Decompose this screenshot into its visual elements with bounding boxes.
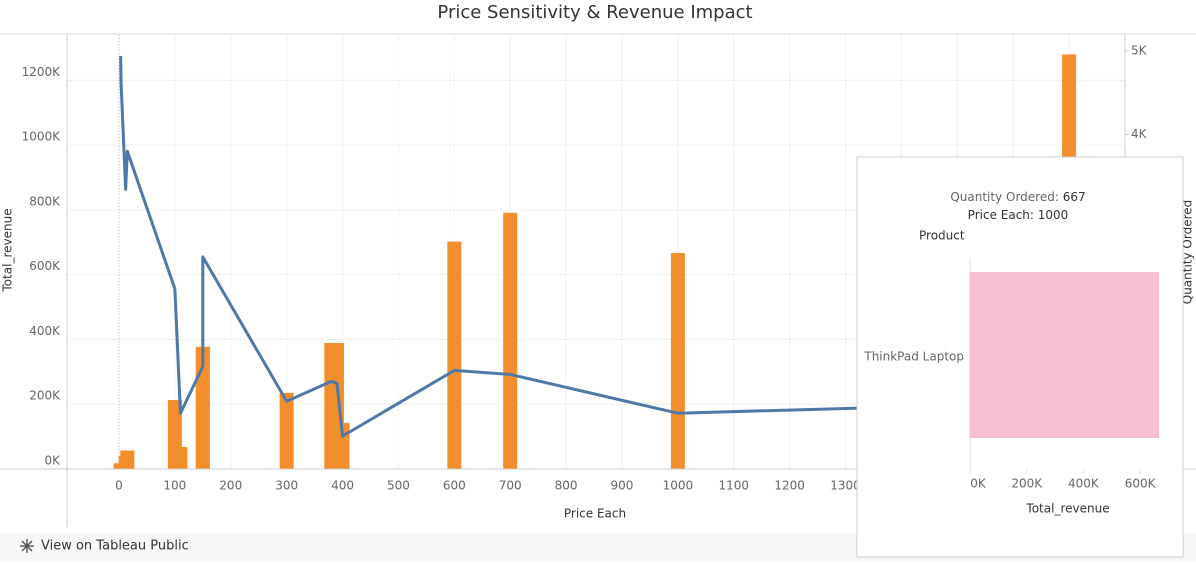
x-tick-label: 900 — [611, 479, 634, 493]
x-tick-label: 800 — [555, 479, 578, 493]
x-tick-label: 500 — [387, 479, 410, 493]
x-tick-label: 100 — [163, 479, 186, 493]
y-tick-label: 1000K — [22, 130, 62, 144]
x-tick-label: 1000 — [663, 479, 694, 493]
tooltip-label: Price Each: — [968, 208, 1034, 222]
y2-tick-label: 4K — [1131, 127, 1148, 141]
tooltip-bar — [970, 272, 1160, 438]
tooltip-tick-label: 600K — [1125, 477, 1157, 491]
y2-tick-label: 5K — [1131, 43, 1148, 57]
y-tick-label: 1200K — [22, 65, 62, 79]
y-tick-label: 600K — [29, 259, 61, 273]
tooltip-line: Price Each: 1000 — [968, 208, 1069, 222]
tooltip-tick-label: 200K — [1011, 477, 1043, 491]
tooltip-x-title: Total_revenue — [1025, 502, 1109, 516]
y-axis-title: Total_revenue — [1, 208, 15, 292]
tooltip-line: Quantity Ordered: 667 — [950, 190, 1085, 204]
x-tick-label: 300 — [275, 479, 298, 493]
x-tick-label: 700 — [499, 479, 522, 493]
tooltip-category: ThinkPad Laptop — [863, 350, 964, 364]
y2-axis-title: Quantity Ordered — [1181, 200, 1195, 305]
bar — [670, 252, 685, 469]
tooltip-label: Quantity Ordered: — [950, 190, 1059, 204]
line — [119, 55, 1070, 438]
bar — [173, 446, 188, 469]
bar — [279, 392, 294, 469]
tableau-icon[interactable] — [20, 539, 34, 553]
y-tick-label: 200K — [29, 389, 61, 403]
x-axis-title: Price Each — [564, 507, 626, 521]
tooltip-tick-label: 400K — [1068, 477, 1100, 491]
y-tick-label: 800K — [29, 194, 61, 208]
x-tick-label: 400 — [331, 479, 354, 493]
x-tick-label: 600 — [443, 479, 466, 493]
y-tick-label: 400K — [29, 324, 61, 338]
tooltip-row-header: Product — [919, 229, 965, 243]
x-tick-label: 0 — [115, 479, 123, 493]
chart-title: Price Sensitivity & Revenue Impact — [437, 2, 752, 23]
bar — [447, 241, 462, 469]
tooltip: Quantity Ordered: 667 Price Each: 1000 P… — [856, 156, 1184, 558]
bar — [195, 346, 210, 469]
tooltip-value: 667 — [1063, 190, 1086, 204]
x-tick-label: 1300 — [830, 479, 861, 493]
tooltip-tick-label: 0K — [970, 477, 987, 491]
x-tick-label: 200 — [219, 479, 242, 493]
bar — [120, 450, 135, 469]
x-tick-label: 1100 — [718, 479, 749, 493]
tooltip-value: 1000 — [1038, 208, 1069, 222]
y-tick-label: 0K — [44, 454, 61, 468]
x-tick-label: 1200 — [774, 479, 805, 493]
tableau-link[interactable]: View on Tableau Public — [41, 539, 189, 554]
bar — [503, 212, 518, 469]
